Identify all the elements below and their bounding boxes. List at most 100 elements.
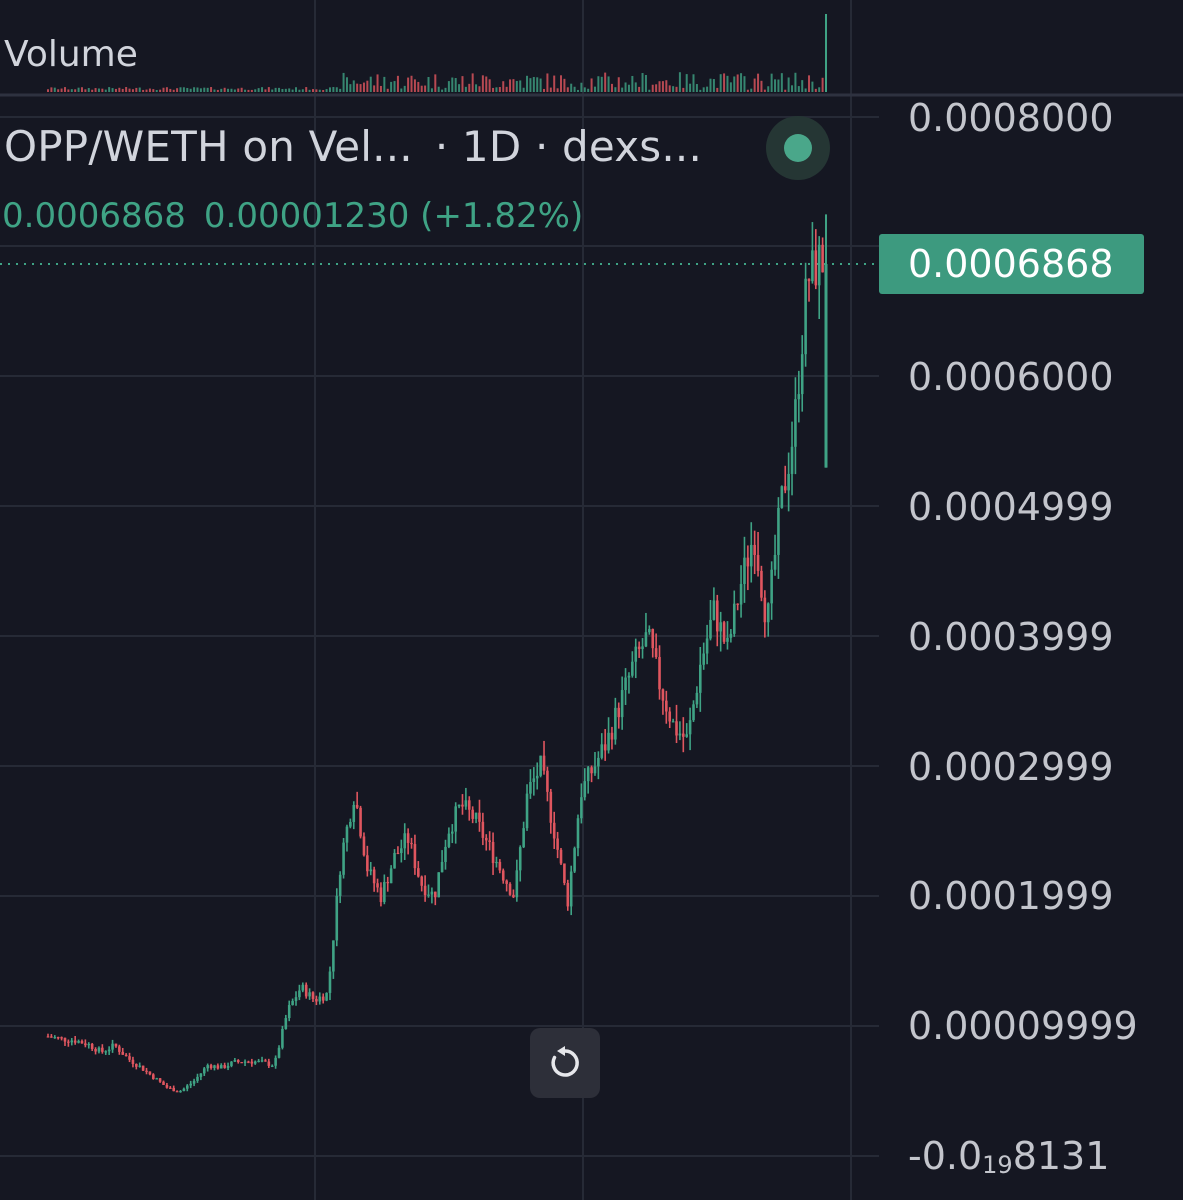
candle-body — [230, 1061, 233, 1066]
candle-body — [450, 831, 454, 834]
volume-bar — [702, 87, 705, 92]
price-axis-label: 0.0001999 — [908, 874, 1114, 918]
candle-body — [165, 1084, 169, 1088]
volume-bar — [638, 86, 641, 92]
volume-bar — [145, 89, 148, 92]
candle-body — [430, 891, 434, 895]
volume-bar — [101, 88, 104, 92]
volume-bar — [665, 80, 668, 92]
candle-body — [440, 861, 444, 873]
volume-bar — [278, 87, 281, 92]
candle-body — [620, 690, 624, 718]
volume-bar — [794, 72, 797, 92]
candle-body — [362, 836, 366, 856]
volume-bar — [573, 86, 576, 92]
candle-body — [631, 661, 634, 676]
candle-body — [454, 806, 457, 832]
candle-body — [461, 804, 464, 807]
price-row: 0.0006868 0.00001230 (+1.82%) — [2, 196, 583, 236]
candle-body — [196, 1076, 199, 1081]
symbol-title-row[interactable]: OPP/WETH on Vel... · 1D · dexs... — [4, 122, 702, 171]
volume-bar — [193, 87, 196, 92]
volume-bar — [220, 88, 223, 92]
candle-body — [749, 544, 753, 567]
candle-body — [597, 757, 600, 767]
volume-bar — [383, 76, 386, 92]
volume-bar — [509, 79, 512, 92]
volume-bar — [87, 88, 90, 92]
candle-body — [321, 996, 325, 1001]
volume-bar — [458, 84, 461, 92]
volume-bar — [699, 89, 702, 92]
volume-bar — [328, 87, 331, 92]
price-candles — [46, 214, 828, 1093]
volume-bar — [91, 89, 94, 92]
candle-body — [73, 1040, 77, 1043]
volume-bar — [750, 88, 753, 92]
volume-bar — [797, 86, 800, 92]
candle-body — [287, 1005, 291, 1019]
candle-body — [335, 895, 339, 941]
volume-bar — [661, 81, 664, 92]
candle-body — [162, 1081, 165, 1085]
candle-body — [56, 1037, 60, 1039]
candle-body — [355, 804, 359, 808]
volume-bar — [390, 81, 393, 92]
candle-body — [532, 778, 536, 782]
volume-bar — [53, 87, 56, 92]
volume-bar — [763, 89, 766, 92]
volume-bar — [413, 79, 416, 92]
candle-body — [614, 707, 617, 740]
candle-body — [145, 1070, 148, 1072]
candle-body — [60, 1037, 63, 1039]
reset-chart-button[interactable] — [530, 1028, 600, 1098]
volume-bar — [454, 78, 457, 92]
candle-body — [253, 1061, 257, 1064]
volume-bar — [553, 75, 556, 92]
candle-body — [661, 689, 665, 701]
candle-body — [688, 720, 692, 735]
candle-body — [682, 733, 685, 737]
candle-body — [179, 1091, 182, 1093]
volume-bar — [492, 87, 495, 92]
volume-bar — [631, 75, 634, 92]
volume-bar — [740, 73, 743, 92]
volume-bar — [478, 86, 481, 92]
candle-body — [67, 1041, 70, 1043]
volume-bar — [257, 88, 260, 92]
volume-bar — [311, 89, 314, 92]
volume-bar — [250, 89, 253, 92]
candle-body — [141, 1065, 145, 1071]
volume-bar — [125, 87, 128, 92]
candle-body — [155, 1078, 159, 1080]
candle-body — [556, 838, 559, 850]
candle-body — [393, 852, 396, 869]
price-axis-label: 0.0004999 — [908, 485, 1114, 529]
volume-bar — [475, 84, 478, 92]
volume-bar — [685, 74, 688, 92]
volume-bar — [617, 77, 620, 92]
candle-body — [648, 629, 651, 633]
volume-bar — [556, 88, 559, 92]
candle-body — [580, 797, 583, 819]
volume-bar — [811, 81, 814, 92]
volume-bar — [692, 74, 695, 92]
candle-body — [811, 250, 814, 282]
price-axis-label: 0.0002999 — [908, 745, 1114, 789]
candle-body — [264, 1060, 267, 1062]
candle-body — [270, 1065, 274, 1067]
volume-bar — [695, 84, 698, 92]
volume-bar — [597, 76, 600, 92]
candle-body — [46, 1036, 50, 1038]
candle-body — [542, 755, 546, 771]
price-axis-label: 0.0008000 — [908, 96, 1114, 140]
candle-body — [403, 833, 407, 849]
volume-bar — [593, 86, 596, 92]
volume-bar — [196, 87, 199, 92]
candle-body — [281, 1028, 284, 1048]
bottom-label-suffix: 8131 — [1012, 1134, 1110, 1178]
volume-bar — [576, 89, 579, 92]
candle-body — [199, 1073, 203, 1077]
candle-body — [726, 637, 729, 642]
